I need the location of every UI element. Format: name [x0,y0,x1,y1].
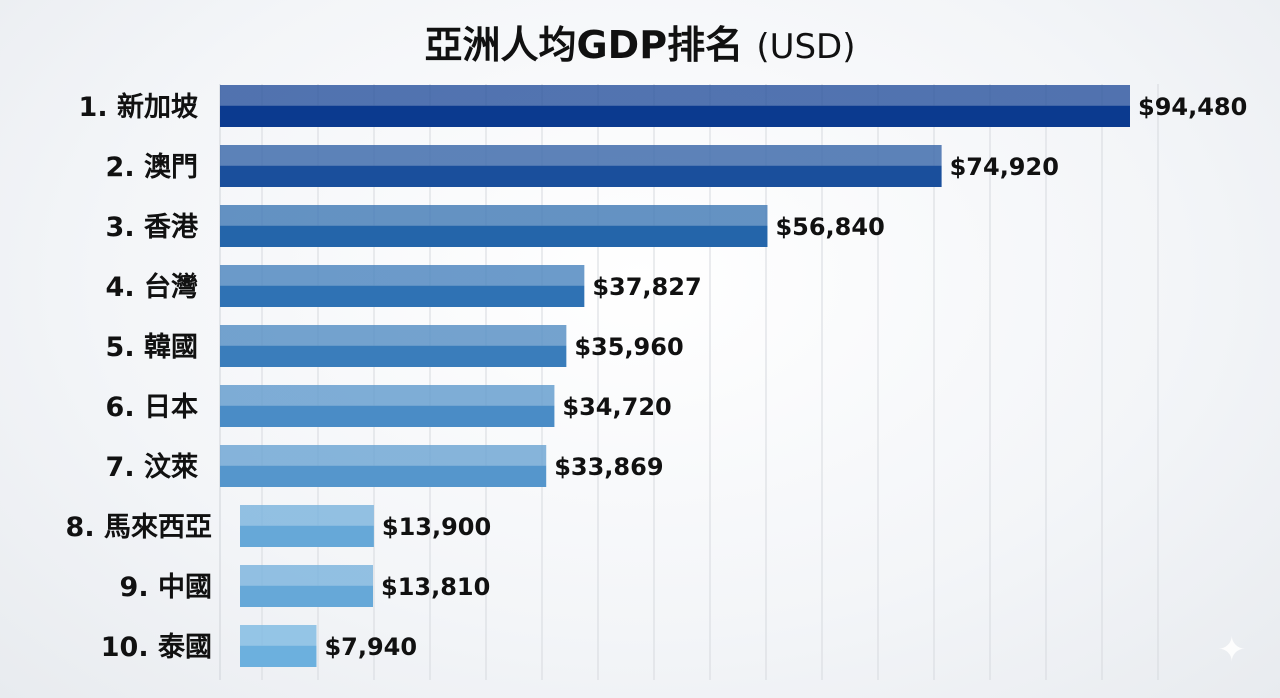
bar-highlight [240,625,317,646]
category-label: 9. 中國 [120,572,212,603]
value-label: $56,840 [775,213,884,241]
value-label: $13,900 [382,513,491,541]
chart-title: 亞洲人均GDP排名 (USD) [0,14,1280,69]
bar-highlight [220,145,942,166]
bar-highlight [220,205,768,226]
bar-highlight [240,565,374,586]
value-label: $94,480 [1138,93,1247,121]
value-label: $13,810 [381,573,490,601]
value-label: $7,940 [324,633,417,661]
bar [220,85,1130,127]
value-label: $74,920 [950,153,1059,181]
category-label: 4. 台灣 [106,271,198,303]
title-text: 亞洲人均GDP排名 [424,23,744,67]
bar-highlight [240,505,374,526]
bar-highlight [220,265,585,286]
value-label: $34,720 [562,393,671,421]
category-label: 10. 泰國 [101,632,212,663]
value-label: $35,960 [574,333,683,361]
bar [220,145,942,187]
bar [240,505,374,547]
bar-highlight [220,385,555,406]
category-label: 2. 澳門 [106,152,198,183]
bar [240,565,374,607]
value-label: $33,869 [554,453,663,481]
bar [220,325,567,367]
value-label: $37,827 [592,273,701,301]
bar-highlight [220,85,1130,106]
category-label: 5. 韓國 [106,332,198,363]
category-label: 8. 馬來西亞 [66,512,212,543]
category-label: 6. 日本 [106,392,198,423]
bar [220,205,768,247]
sparkle-icon: ✦ [1217,630,1247,670]
bar [220,265,585,307]
bar [220,385,555,427]
category-label: 3. 香港 [106,212,199,243]
category-label: 7. 汶萊 [106,451,198,483]
title-unit: (USD) [756,27,856,67]
bar-highlight [220,325,567,346]
bar-highlight [220,445,547,466]
bar [240,625,317,667]
bar [220,445,547,487]
category-label: 1. 新加坡 [79,91,198,123]
